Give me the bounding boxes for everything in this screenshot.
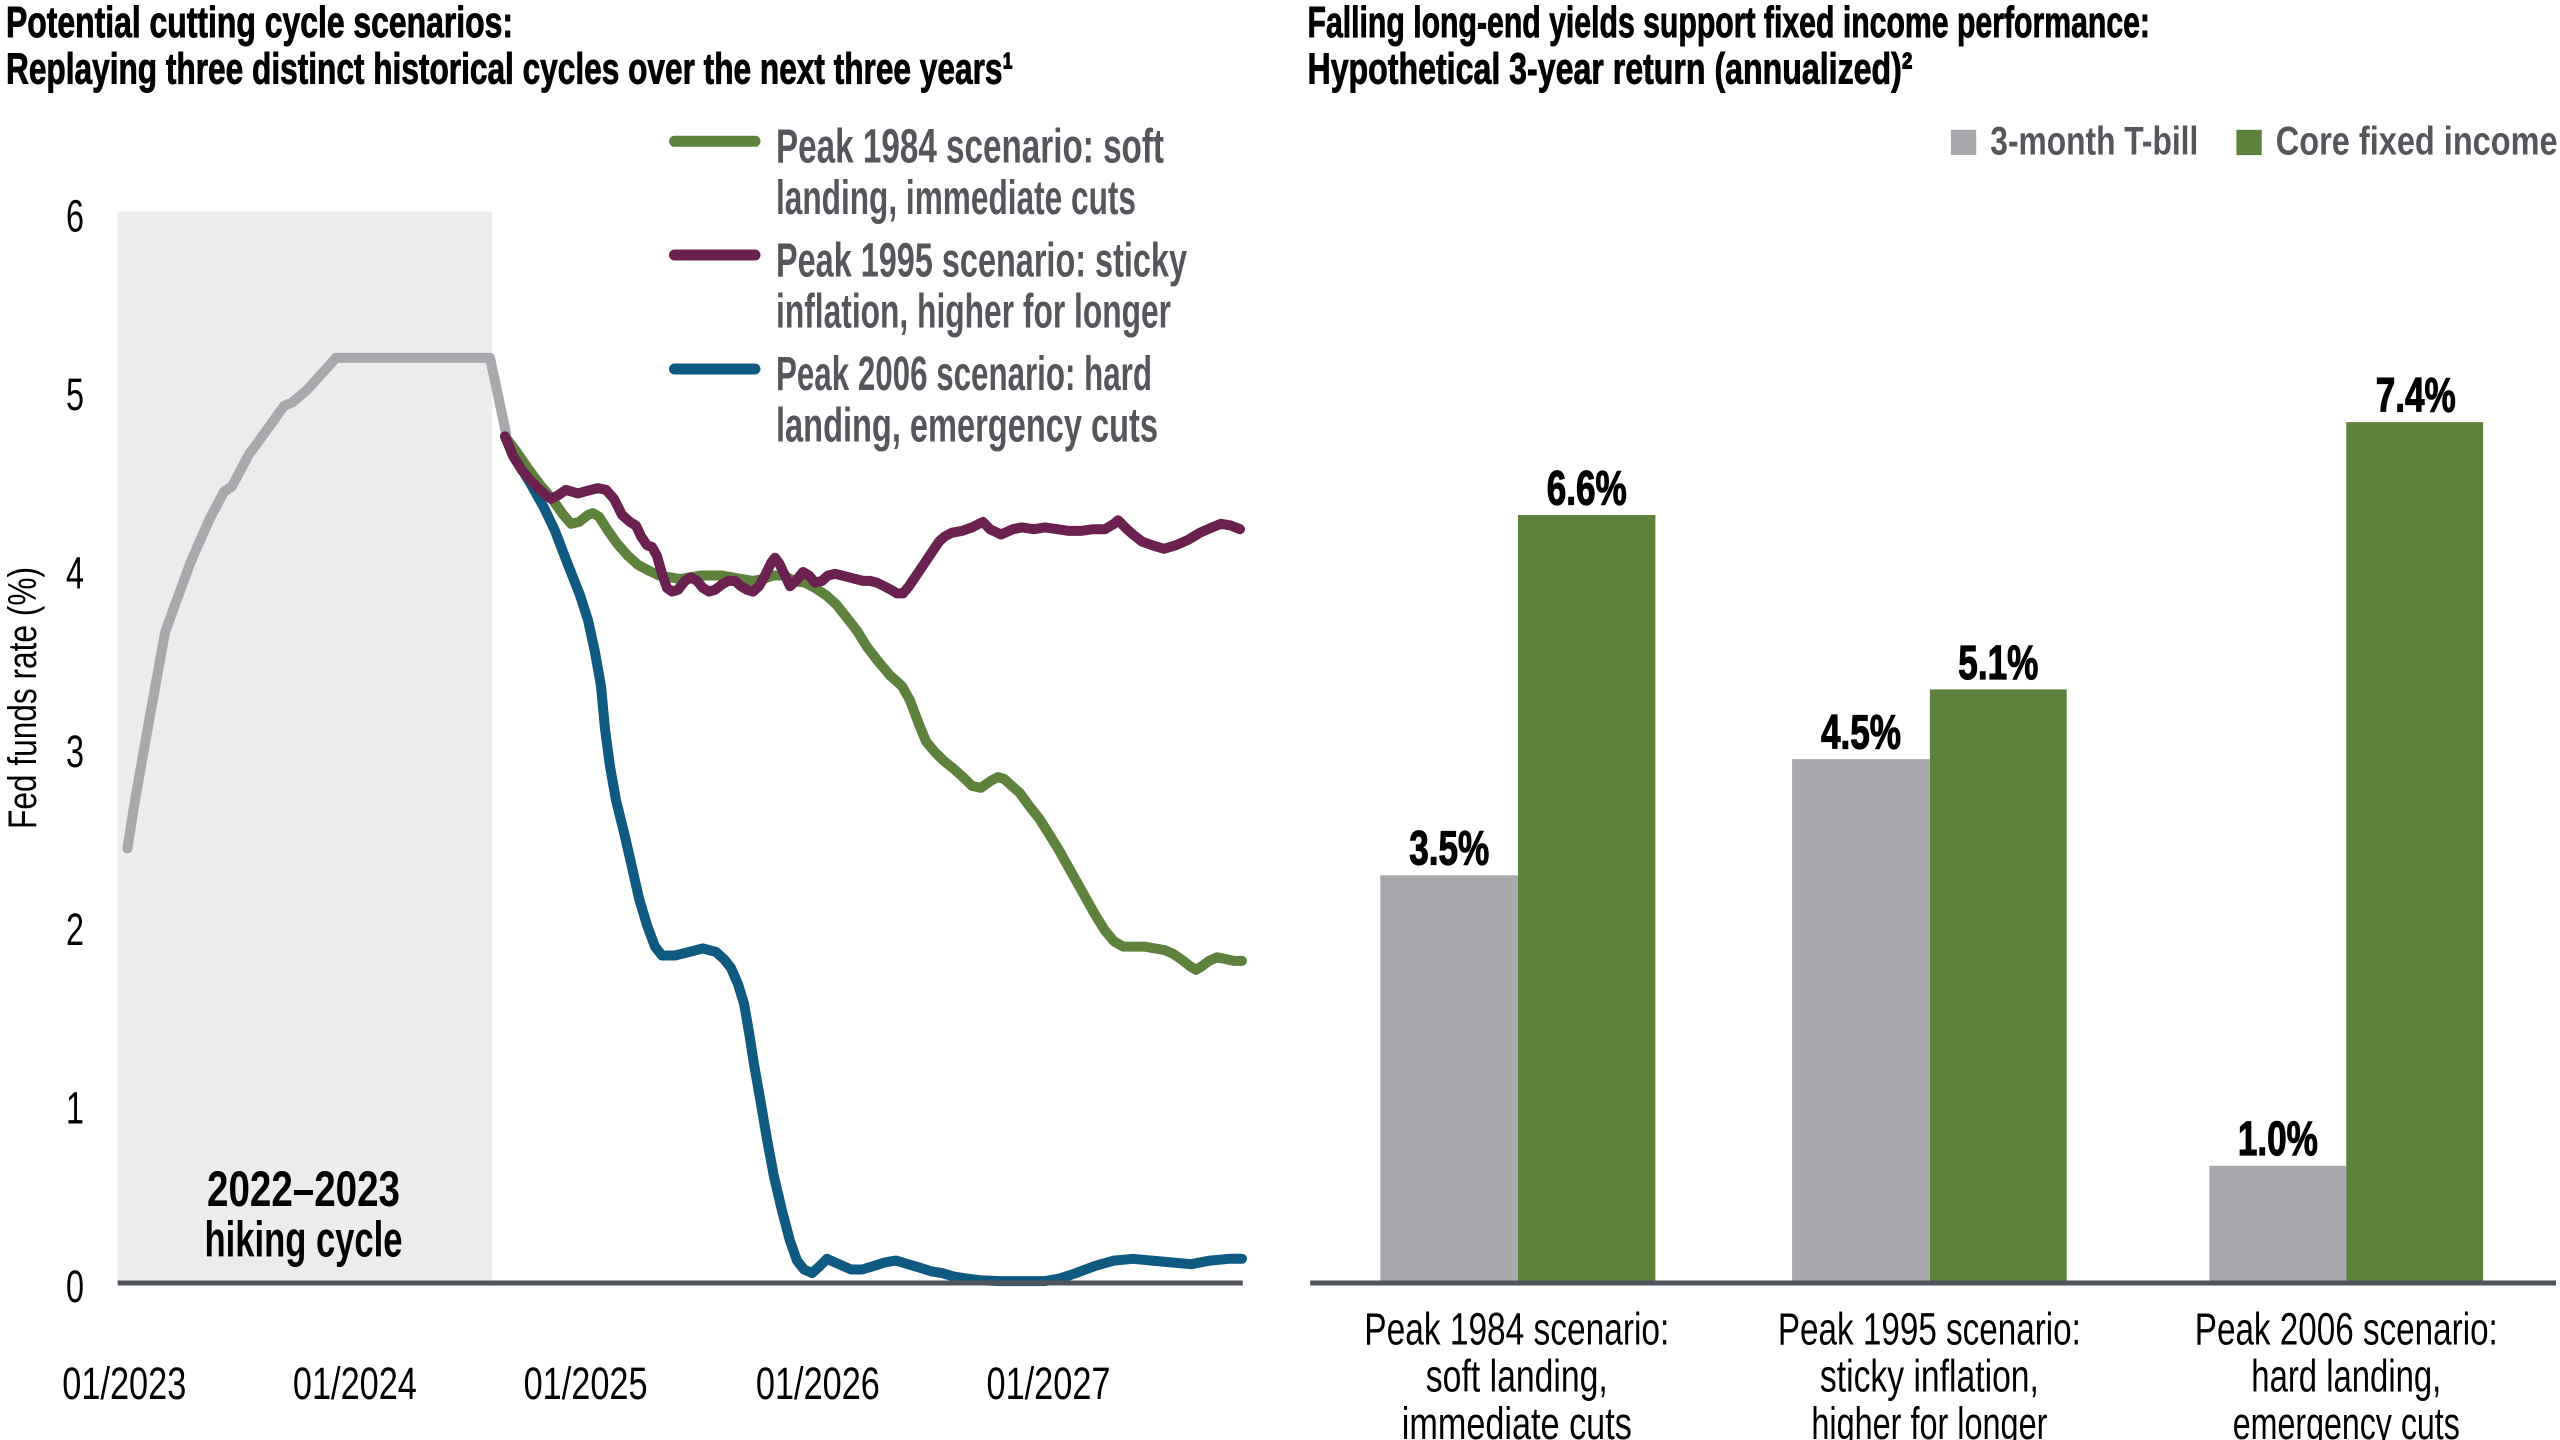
svg-text:5: 5 bbox=[66, 369, 84, 420]
svg-text:4.5%: 4.5% bbox=[1821, 707, 1901, 760]
svg-text:2: 2 bbox=[66, 904, 84, 955]
svg-text:hard landing,: hard landing, bbox=[2251, 1351, 2441, 1402]
svg-text:01/2024: 01/2024 bbox=[293, 1358, 417, 1409]
svg-text:landing, emergency cuts: landing, emergency cuts bbox=[776, 399, 1158, 452]
svg-text:0: 0 bbox=[66, 1261, 84, 1312]
svg-text:1.0%: 1.0% bbox=[2238, 1113, 2318, 1166]
svg-text:01/2026: 01/2026 bbox=[756, 1358, 880, 1409]
svg-text:4: 4 bbox=[66, 547, 84, 598]
svg-text:soft landing,: soft landing, bbox=[1426, 1351, 1608, 1402]
svg-text:landing, immediate cuts: landing, immediate cuts bbox=[776, 172, 1136, 225]
svg-text:higher for longer: higher for longer bbox=[1811, 1398, 2047, 1440]
svg-text:Peak 2006 scenario: hard: Peak 2006 scenario: hard bbox=[776, 348, 1152, 401]
svg-text:Fed funds rate (%): Fed funds rate (%) bbox=[1, 567, 45, 829]
svg-text:1: 1 bbox=[66, 1083, 84, 1134]
svg-text:Potential cutting cycle scenar: Potential cutting cycle scenarios: bbox=[6, 0, 513, 47]
svg-text:Falling long-end yields suppor: Falling long-end yields support fixed in… bbox=[1308, 0, 2151, 47]
svg-text:5.1%: 5.1% bbox=[1958, 637, 2038, 690]
svg-text:01/2027: 01/2027 bbox=[987, 1358, 1111, 1409]
svg-text:hiking cycle: hiking cycle bbox=[205, 1212, 403, 1268]
svg-text:6: 6 bbox=[66, 191, 84, 242]
svg-text:7.4%: 7.4% bbox=[2376, 370, 2456, 423]
svg-text:Peak 1995 scenario: sticky: Peak 1995 scenario: sticky bbox=[776, 234, 1187, 287]
svg-text:Hypothetical 3-year return (an: Hypothetical 3-year return (annualized)² bbox=[1308, 45, 1913, 94]
svg-text:3-month T-bill: 3-month T-bill bbox=[1990, 119, 2198, 163]
svg-text:Peak 2006 scenario:: Peak 2006 scenario: bbox=[2195, 1303, 2498, 1354]
svg-text:immediate cuts: immediate cuts bbox=[1402, 1398, 1632, 1440]
svg-text:Replaying three distinct histo: Replaying three distinct historical cycl… bbox=[6, 45, 1013, 94]
svg-text:3.5%: 3.5% bbox=[1409, 823, 1489, 876]
svg-text:2022–2023: 2022–2023 bbox=[207, 1161, 400, 1217]
svg-text:emergency cuts: emergency cuts bbox=[2233, 1398, 2460, 1440]
svg-text:Peak 1984 scenario: soft: Peak 1984 scenario: soft bbox=[776, 121, 1164, 174]
svg-text:3: 3 bbox=[66, 726, 84, 777]
svg-text:sticky inflation,: sticky inflation, bbox=[1820, 1351, 2039, 1402]
svg-text:01/2023: 01/2023 bbox=[62, 1358, 186, 1409]
svg-text:01/2025: 01/2025 bbox=[524, 1358, 648, 1409]
svg-text:Peak 1995 scenario:: Peak 1995 scenario: bbox=[1778, 1303, 2081, 1354]
svg-text:Peak 1984 scenario:: Peak 1984 scenario: bbox=[1364, 1303, 1669, 1354]
svg-text:inflation, higher for longer: inflation, higher for longer bbox=[776, 286, 1171, 339]
svg-text:Core fixed income: Core fixed income bbox=[2276, 119, 2558, 163]
svg-text:6.6%: 6.6% bbox=[1547, 462, 1627, 515]
